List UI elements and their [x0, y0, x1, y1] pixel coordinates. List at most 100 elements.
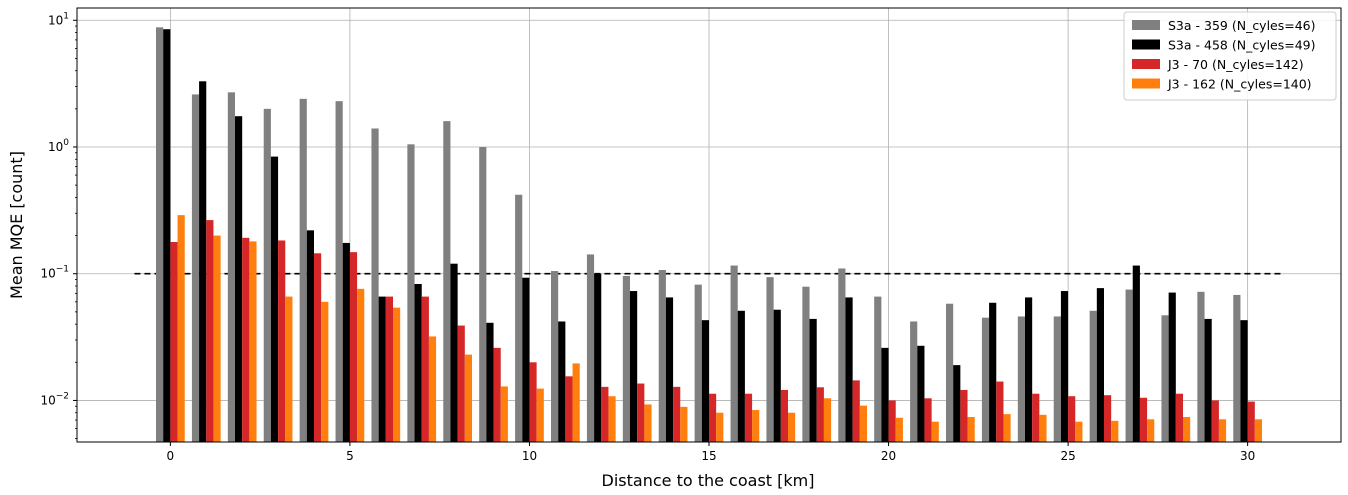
bar	[170, 241, 178, 442]
bar	[1017, 316, 1025, 442]
legend: S3a - 359 (N_cyles=46) S3a - 458 (N_cyles…	[1123, 11, 1337, 101]
bar	[515, 194, 523, 442]
bar	[479, 147, 487, 442]
bar	[1132, 265, 1140, 442]
legend-label: J3 - 162 (N_cyles=140)	[1167, 77, 1312, 92]
y-tick-label: 10−2	[40, 391, 69, 407]
y-tick-label: 100	[48, 138, 69, 154]
bar-marks	[156, 27, 1262, 443]
bar	[1168, 292, 1176, 442]
bar	[1183, 417, 1191, 442]
bar	[586, 254, 595, 442]
bar	[601, 386, 609, 442]
bar	[393, 307, 401, 442]
bar	[249, 241, 257, 442]
bar	[881, 347, 889, 442]
y-tick-exponent: −2	[56, 391, 69, 401]
bar	[845, 297, 853, 442]
bar	[1254, 419, 1262, 442]
bar	[665, 297, 674, 442]
bar	[177, 215, 185, 442]
legend-box	[1123, 11, 1337, 101]
bar	[464, 354, 472, 442]
bar	[673, 386, 681, 442]
x-tick-label: 5	[346, 449, 354, 463]
bar	[989, 302, 997, 442]
bar	[457, 325, 465, 442]
bar	[1139, 397, 1148, 442]
bar	[1111, 420, 1119, 442]
bar	[1104, 395, 1112, 442]
bar	[1240, 320, 1248, 442]
bar	[1025, 297, 1033, 442]
x-axis-label: Distance to the coast [km]	[602, 471, 815, 490]
bar	[522, 277, 530, 442]
bar	[752, 410, 760, 442]
bar	[996, 381, 1004, 442]
bar	[235, 116, 243, 443]
bar	[156, 27, 164, 442]
x-tick-label: 0	[167, 449, 175, 463]
bar	[838, 268, 846, 442]
bar	[924, 398, 932, 442]
y-axis-label: Mean MQE [count]	[7, 151, 26, 299]
bar	[1204, 318, 1212, 442]
bar	[443, 121, 451, 443]
bar	[630, 291, 638, 442]
y-tick-label: 101	[48, 11, 69, 27]
bar	[709, 393, 717, 442]
bar	[622, 275, 630, 442]
x-tick-label: 20	[881, 449, 896, 463]
bar	[1218, 419, 1227, 442]
bar	[981, 317, 990, 442]
bar	[551, 271, 559, 442]
bar	[680, 406, 688, 442]
bar	[823, 398, 832, 442]
bar	[199, 81, 207, 443]
bar	[1039, 414, 1047, 442]
bar	[1032, 393, 1040, 442]
bar	[608, 396, 616, 442]
bar	[572, 363, 580, 442]
bar	[788, 412, 796, 442]
bar	[1125, 289, 1133, 442]
bar	[1060, 291, 1069, 442]
bar	[414, 283, 422, 442]
legend-swatch	[1132, 20, 1160, 30]
bar	[816, 387, 824, 442]
bar	[357, 288, 365, 442]
bar	[802, 286, 810, 442]
bar	[1211, 400, 1219, 442]
bar	[1096, 288, 1104, 442]
bar	[529, 362, 537, 442]
bar	[270, 156, 279, 442]
bar	[1233, 294, 1241, 442]
bar	[960, 389, 968, 442]
bar	[285, 296, 293, 442]
bar	[213, 235, 221, 442]
legend-swatch	[1132, 59, 1160, 69]
bar	[371, 128, 379, 442]
bar	[967, 417, 975, 442]
bar	[242, 237, 250, 442]
bar	[744, 393, 753, 442]
bar	[874, 296, 882, 442]
bar	[206, 220, 214, 442]
bar	[378, 296, 386, 442]
bar	[895, 417, 903, 442]
bar	[737, 310, 745, 442]
bar	[299, 98, 307, 442]
bar	[1161, 315, 1169, 442]
legend-label: S3a - 359 (N_cyles=46)	[1168, 18, 1316, 33]
bar	[500, 386, 508, 442]
bar	[565, 376, 573, 442]
bar	[493, 347, 501, 442]
legend-label: J3 - 70 (N_cyles=142)	[1167, 57, 1304, 72]
bar	[407, 144, 415, 442]
bar	[1175, 393, 1183, 442]
bar	[931, 421, 939, 442]
y-tick-label: 10−1	[40, 265, 69, 281]
legend-swatch	[1132, 39, 1160, 50]
bar	[780, 389, 788, 442]
